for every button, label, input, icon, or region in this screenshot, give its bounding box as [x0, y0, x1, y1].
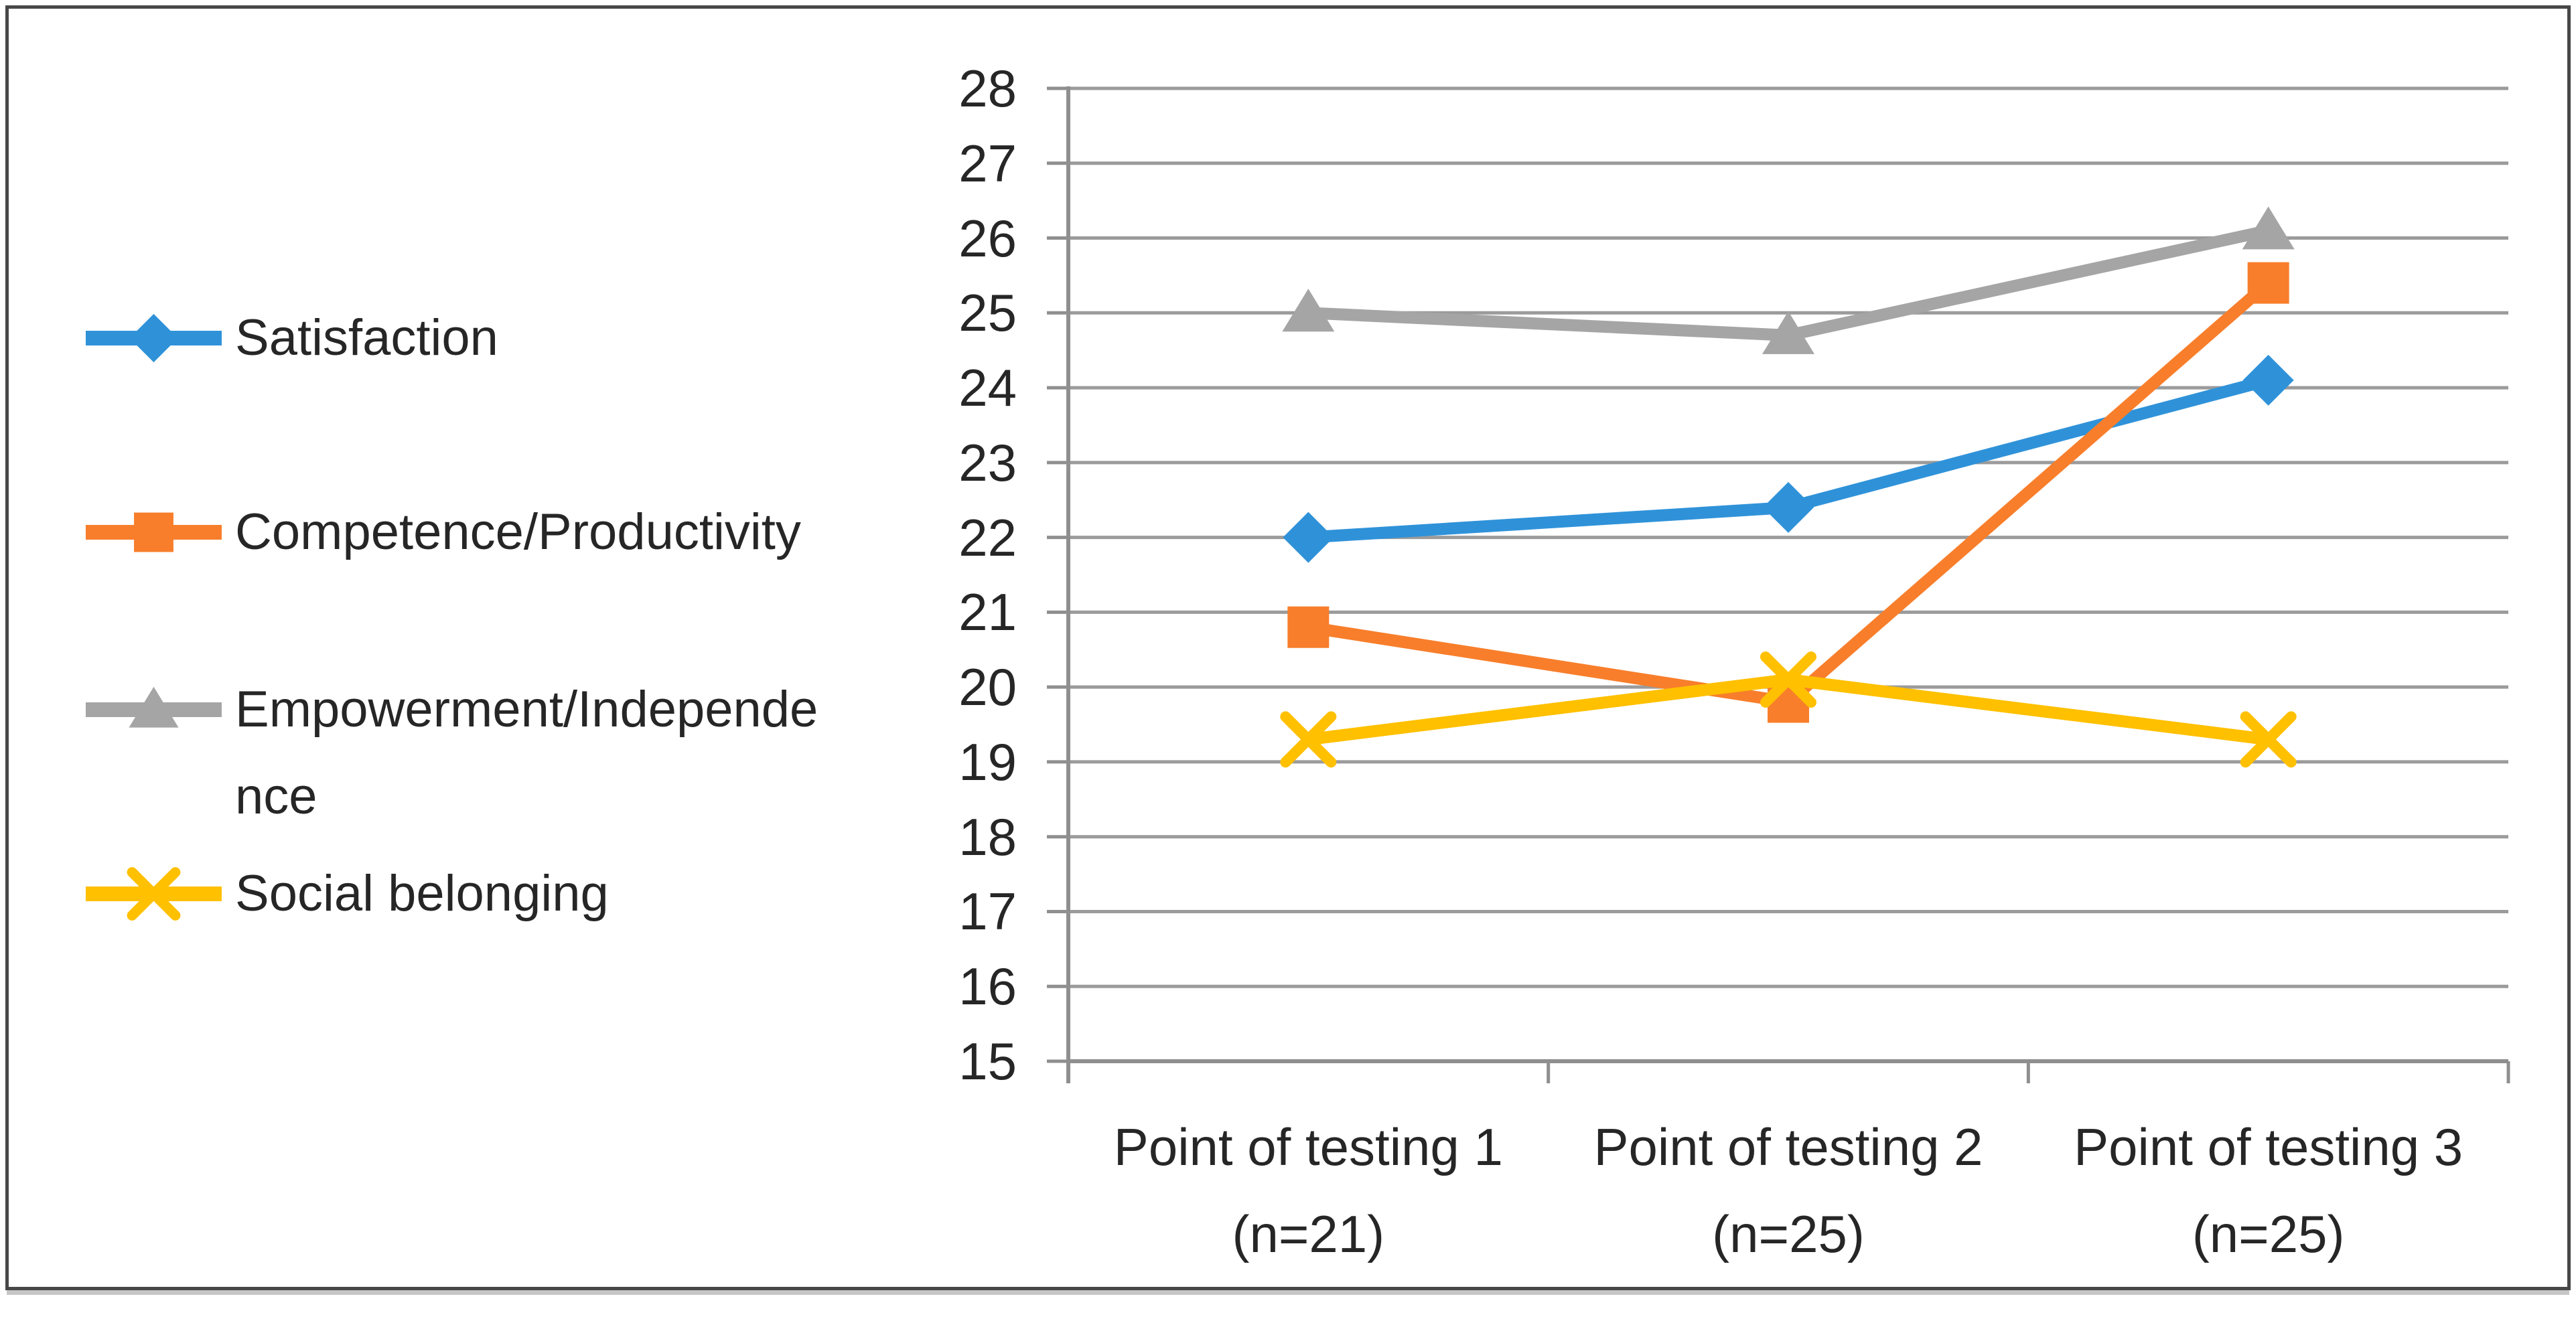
y-tick-label-24: 24 [958, 358, 1017, 418]
x-category-label-2: Point of testing 2 (n=25) [1593, 1117, 1983, 1263]
legend-label-empowerment-independence: Empowerment/Independe nce [235, 681, 818, 825]
y-tick-label-26: 26 [958, 208, 1017, 268]
marker-satisfaction-3 [2242, 354, 2294, 406]
legend-item-satisfaction: Satisfaction [84, 295, 498, 382]
y-tick-label-28: 28 [958, 59, 1017, 118]
y-tick-label-15: 15 [958, 1032, 1017, 1091]
y-tick-label-27: 27 [958, 133, 1017, 193]
marker-competence-productivity-3 [2247, 262, 2289, 304]
legend-glyph-satisfaction [129, 313, 178, 363]
y-tick-label-19: 19 [958, 732, 1017, 791]
y-tick-label-22: 22 [958, 508, 1017, 567]
x-category-label-1: Point of testing 1 (n=21) [1113, 1117, 1503, 1263]
legend-marker-empowerment-independence [86, 686, 222, 728]
legend-marker-competence-productivity [86, 512, 222, 552]
legend-glyph-competence-productivity [134, 512, 173, 552]
legend-label-competence-productivity: Competence/Productivity [235, 503, 801, 560]
y-tick-label-18: 18 [958, 807, 1017, 866]
y-tick-label-23: 23 [958, 433, 1017, 492]
marker-satisfaction-1 [1283, 512, 1334, 563]
y-tick-label-17: 17 [958, 882, 1017, 941]
y-tick-label-20: 20 [958, 657, 1017, 717]
marker-empowerment-independence-1 [1282, 289, 1335, 332]
legend-glyph-social-belonging [127, 867, 181, 921]
legend-glyph-empowerment-independence [129, 686, 179, 728]
legend-item-empowerment-independence: Empowerment/Independe nce [84, 666, 818, 840]
marker-empowerment-independence-2 [1762, 311, 1814, 354]
marker-satisfaction-2 [1763, 481, 1814, 533]
y-tick-label-25: 25 [958, 283, 1017, 343]
legend-marker-satisfaction [86, 313, 222, 363]
x-category-label-3: Point of testing 3 (n=25) [2074, 1117, 2463, 1263]
marker-empowerment-independence-3 [2242, 206, 2295, 250]
marker-social-belonging-2 [1760, 651, 1816, 708]
y-tick-label-16: 16 [958, 957, 1017, 1016]
marker-social-belonging-3 [2240, 711, 2297, 768]
legend-label-social-belonging: Social belonging [235, 865, 609, 922]
legend-label-satisfaction: Satisfaction [235, 309, 498, 366]
y-tick-label-21: 21 [958, 583, 1017, 642]
legend-item-competence-productivity: Competence/Productivity [84, 489, 801, 576]
marker-competence-productivity-1 [1287, 606, 1330, 648]
legend-marker-social-belonging [86, 867, 222, 921]
marker-social-belonging-1 [1280, 711, 1337, 768]
legend-item-social-belonging: Social belonging [84, 850, 609, 937]
